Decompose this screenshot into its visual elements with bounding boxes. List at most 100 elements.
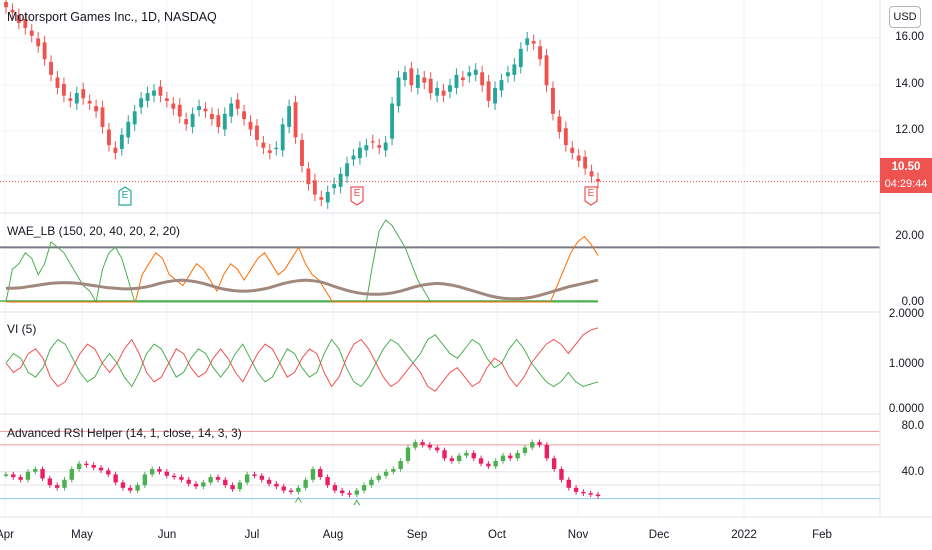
wae-tick: 0.00 <box>901 296 924 308</box>
rsi-tick: 80.0 <box>901 420 924 432</box>
candle-body <box>177 104 182 117</box>
candle-body <box>525 38 530 45</box>
wae-explosion-line <box>6 278 599 301</box>
candle-body <box>312 180 317 195</box>
candle-body <box>415 74 420 88</box>
candle-body <box>570 147 575 153</box>
candle-body <box>403 72 407 81</box>
rsi-candle-body <box>537 442 542 445</box>
candle-body <box>119 134 124 150</box>
time-tick: Apr <box>0 529 14 541</box>
candle-body <box>325 191 330 203</box>
rsi-candle-body <box>40 469 45 479</box>
rsi-candle-body <box>318 469 323 478</box>
rsi-candle-body <box>405 447 411 461</box>
rsi-buy-arrow <box>294 496 302 503</box>
rsi-candle-body <box>478 458 484 464</box>
time-tick: Nov <box>567 529 589 541</box>
rsi-candle-body <box>120 482 126 488</box>
time-tick: Aug <box>322 529 344 541</box>
rsi-candle-body <box>464 452 469 456</box>
rsi-candle-body <box>332 485 338 491</box>
rsi-candle-body <box>186 479 191 484</box>
candle-body <box>235 99 240 109</box>
rsi-tick: 40.0 <box>901 466 924 478</box>
earnings-icon[interactable]: E <box>118 186 132 206</box>
earnings-icon[interactable]: E <box>584 186 598 206</box>
candle-body <box>377 145 382 148</box>
candle-body <box>209 113 214 120</box>
candle-body <box>480 72 485 86</box>
candle-body <box>171 103 176 109</box>
vi-tick: 2.0000 <box>888 308 924 320</box>
candle-body <box>460 77 465 81</box>
candle-body <box>87 100 92 104</box>
currency-button[interactable]: USD <box>889 6 921 28</box>
candle-body <box>351 155 356 160</box>
candle-body <box>364 145 369 151</box>
candle-body <box>499 80 504 91</box>
vi-minus-line <box>5 327 599 392</box>
candle-body <box>113 147 118 153</box>
candle-body <box>551 87 555 114</box>
vi-tick: 0.0000 <box>888 403 924 415</box>
indicator-legend-vi[interactable]: VI (5) <box>7 322 37 336</box>
candle-body <box>68 98 73 101</box>
candle-body <box>557 116 562 133</box>
rsi-candle-body <box>427 444 433 448</box>
candle-body <box>274 147 279 150</box>
rsi-candle-body <box>581 491 586 494</box>
rsi-candle-body <box>237 482 243 490</box>
rsi-candle-body <box>25 471 31 480</box>
earnings-icon[interactable]: E <box>350 186 364 206</box>
candle-body <box>55 77 60 88</box>
candle-body <box>255 125 259 140</box>
rsi-candle-body <box>566 479 571 488</box>
pane-separators <box>0 0 932 518</box>
time-tick: Oct <box>488 529 506 541</box>
rsi-candle-body <box>500 455 506 461</box>
rsi-candle-body <box>340 490 345 494</box>
candle-body <box>145 93 150 101</box>
price-tick: 12.00 <box>895 124 924 136</box>
candle-body <box>49 61 53 75</box>
candle-body <box>435 87 440 96</box>
indicator-legend-wae[interactable]: WAE_LB (150, 20, 40, 20, 2, 20) <box>7 224 180 238</box>
time-tick: May <box>71 529 93 541</box>
vi-plus-line <box>5 334 599 388</box>
candle-body <box>544 55 549 86</box>
candle-body <box>36 38 41 47</box>
rsi-candle-body <box>3 474 9 476</box>
candle-body <box>261 142 266 148</box>
price-tick: 14.00 <box>895 78 924 90</box>
candle-body <box>518 48 523 68</box>
candle-body <box>287 106 292 127</box>
rsi-candle-body <box>223 479 228 486</box>
candle-body <box>61 83 66 96</box>
candle-body <box>596 178 600 182</box>
candle-body <box>473 69 478 75</box>
rsi-candle-body <box>544 444 550 459</box>
rsi-candle-body <box>588 493 593 495</box>
rsi-candle-body <box>522 447 528 453</box>
candle-body <box>23 18 28 29</box>
rsi-candle-body <box>215 477 221 480</box>
candle-body <box>345 163 349 177</box>
rsi-candle-body <box>435 447 440 451</box>
candle-body <box>248 121 253 130</box>
rsi-candle-body <box>391 469 396 472</box>
candle-body <box>164 98 169 101</box>
candle-body <box>300 139 304 166</box>
candle-body <box>441 90 446 96</box>
rsi-candle-body <box>18 477 23 480</box>
candle-body <box>267 150 272 153</box>
candle-body <box>197 106 201 111</box>
rsi-candle-body <box>11 474 16 478</box>
candle-body <box>338 173 343 187</box>
candle-body <box>576 155 581 161</box>
candle-body <box>383 142 388 151</box>
candle-body <box>158 86 163 96</box>
rsi-candle-body <box>98 467 104 471</box>
indicator-legend-rsi[interactable]: Advanced RSI Helper (14, 1, close, 14, 3… <box>7 426 242 440</box>
